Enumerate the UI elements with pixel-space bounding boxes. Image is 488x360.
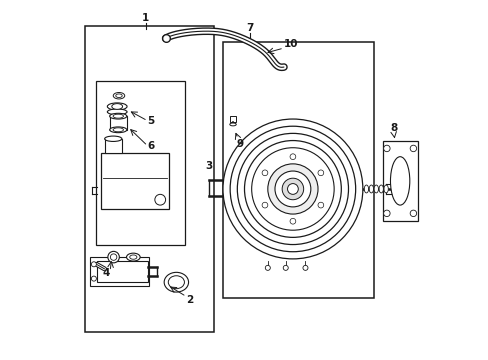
Circle shape [409, 145, 416, 152]
Bar [85, 26, 214, 332]
Ellipse shape [368, 185, 373, 193]
Ellipse shape [107, 109, 127, 115]
Ellipse shape [164, 273, 188, 292]
Ellipse shape [113, 114, 123, 118]
Ellipse shape [104, 136, 122, 141]
Bar [107, 106, 127, 112]
Circle shape [283, 265, 287, 270]
Ellipse shape [112, 104, 122, 109]
Ellipse shape [373, 185, 378, 193]
Circle shape [289, 154, 295, 159]
Circle shape [110, 254, 117, 260]
Ellipse shape [168, 276, 184, 289]
Circle shape [317, 202, 323, 208]
Bar [97, 261, 147, 282]
Circle shape [230, 126, 355, 252]
Text: 3: 3 [204, 161, 212, 171]
Circle shape [383, 210, 389, 217]
Circle shape [289, 219, 295, 224]
Bar [230, 116, 235, 122]
Bar [96, 81, 185, 244]
Ellipse shape [107, 103, 127, 110]
Ellipse shape [364, 185, 368, 193]
Ellipse shape [109, 113, 126, 119]
Bar [101, 153, 169, 209]
Text: 8: 8 [389, 123, 397, 133]
Circle shape [383, 145, 389, 152]
Ellipse shape [390, 157, 409, 205]
Text: 7: 7 [245, 23, 253, 33]
Circle shape [317, 170, 323, 176]
Bar [90, 257, 149, 286]
Circle shape [282, 178, 303, 200]
Text: 4: 4 [102, 268, 110, 278]
Ellipse shape [129, 255, 137, 259]
Circle shape [108, 251, 119, 263]
Circle shape [287, 184, 298, 194]
Text: 2: 2 [186, 295, 193, 305]
Circle shape [91, 276, 96, 281]
Text: 1: 1 [142, 13, 149, 23]
Circle shape [91, 262, 96, 267]
Ellipse shape [378, 185, 383, 193]
Ellipse shape [229, 123, 236, 126]
Circle shape [409, 210, 416, 217]
Text: 5: 5 [147, 116, 155, 126]
Circle shape [267, 164, 317, 214]
Circle shape [251, 148, 333, 230]
Bar [382, 140, 417, 221]
Ellipse shape [113, 128, 123, 132]
Circle shape [274, 171, 310, 207]
Text: 6: 6 [147, 141, 155, 151]
Circle shape [303, 265, 307, 270]
Circle shape [262, 202, 267, 208]
Circle shape [223, 119, 362, 259]
Ellipse shape [126, 253, 140, 261]
Circle shape [237, 134, 348, 244]
Circle shape [265, 265, 270, 270]
Circle shape [262, 170, 267, 176]
Ellipse shape [383, 185, 387, 193]
Text: 10: 10 [284, 40, 298, 49]
Bar [109, 116, 126, 130]
Circle shape [155, 194, 165, 205]
Ellipse shape [113, 93, 124, 99]
Ellipse shape [116, 94, 122, 98]
Bar [104, 139, 122, 153]
Bar [223, 42, 373, 298]
Text: 9: 9 [236, 139, 243, 149]
Ellipse shape [109, 127, 126, 133]
Circle shape [244, 140, 341, 237]
